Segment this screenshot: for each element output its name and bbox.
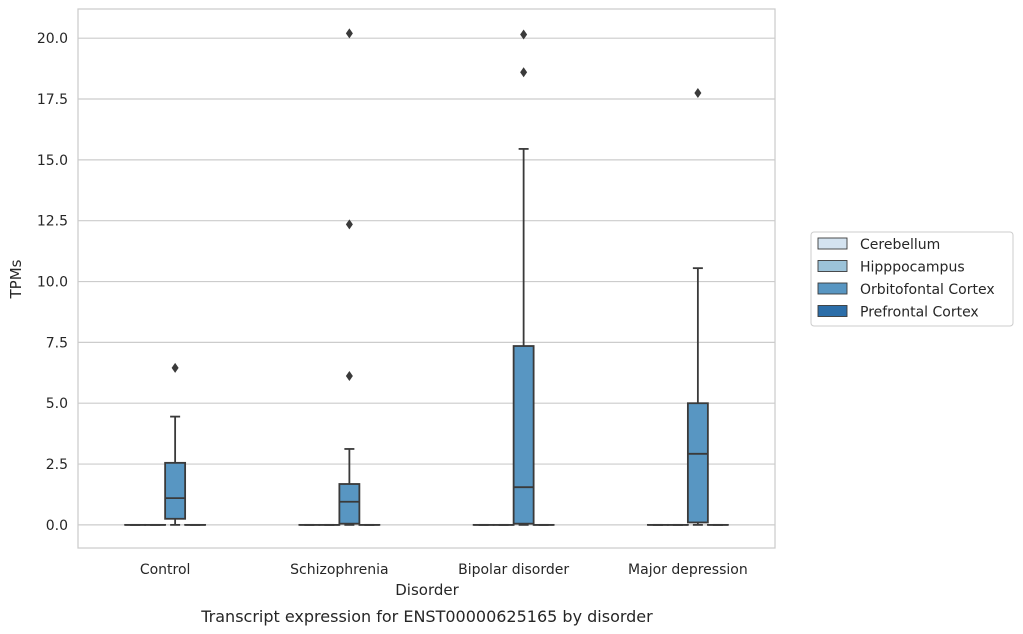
legend-swatch bbox=[817, 237, 848, 250]
box-body bbox=[686, 402, 709, 524]
box bbox=[512, 29, 535, 526]
legend-swatch bbox=[817, 260, 848, 272]
x-axis-label: Disorder bbox=[395, 581, 459, 599]
box bbox=[338, 28, 361, 526]
outlier-point bbox=[520, 67, 528, 78]
legend-label: Orbitofontal Cortex bbox=[860, 282, 995, 298]
outlier-point bbox=[171, 362, 179, 373]
legend-swatch bbox=[817, 305, 848, 317]
outlier-point bbox=[345, 219, 353, 230]
y-tick-label: 0.0 bbox=[46, 518, 68, 534]
box-body bbox=[338, 483, 361, 525]
outlier-point bbox=[345, 28, 353, 39]
box bbox=[686, 87, 709, 526]
y-axis-ticks: 0.0 2.5 5.0 7.5 10.0 12.5 15.0 17.5 20.0 bbox=[37, 31, 68, 534]
x-tick-label: Schizophrenia bbox=[290, 562, 388, 578]
box bbox=[164, 362, 187, 526]
gridlines bbox=[78, 37, 775, 526]
legend-label: Prefrontal Cortex bbox=[860, 305, 979, 321]
x-tick-label: Major depression bbox=[628, 562, 748, 578]
y-tick-label: 10.0 bbox=[37, 275, 68, 291]
x-tick-label: Bipolar disorder bbox=[458, 562, 569, 578]
y-tick-label: 2.5 bbox=[46, 457, 68, 473]
box-body bbox=[164, 461, 187, 520]
y-tick-label: 20.0 bbox=[37, 31, 68, 47]
plot-area-frame bbox=[77, 8, 776, 549]
y-tick-label: 17.5 bbox=[37, 92, 68, 108]
outlier-point bbox=[694, 87, 702, 98]
series-orbitofontal-cortex bbox=[164, 28, 709, 526]
x-axis-ticks: Control Schizophrenia Bipolar disorder Majo… bbox=[140, 562, 748, 578]
y-tick-label: 7.5 bbox=[46, 335, 68, 351]
y-tick-label: 12.5 bbox=[37, 214, 68, 230]
legend-frame bbox=[810, 231, 1014, 327]
y-axis-label: TPMs bbox=[7, 259, 25, 299]
legend-swatch bbox=[817, 282, 848, 295]
y-tick-label: 15.0 bbox=[37, 153, 68, 169]
legend: Cerebellum Hipppocampus Orbitofontal Corte… bbox=[810, 231, 1014, 327]
box-series bbox=[124, 28, 729, 526]
y-tick-label: 5.0 bbox=[46, 396, 68, 412]
legend-label: Hipppocampus bbox=[860, 260, 965, 276]
outlier-point bbox=[345, 370, 353, 381]
box-body bbox=[512, 345, 535, 525]
outlier-point bbox=[520, 29, 528, 40]
chart-caption: Transcript expression for ENST0000062516… bbox=[200, 607, 653, 626]
legend-label: Cerebellum bbox=[860, 237, 940, 253]
x-tick-label: Control bbox=[140, 562, 191, 578]
